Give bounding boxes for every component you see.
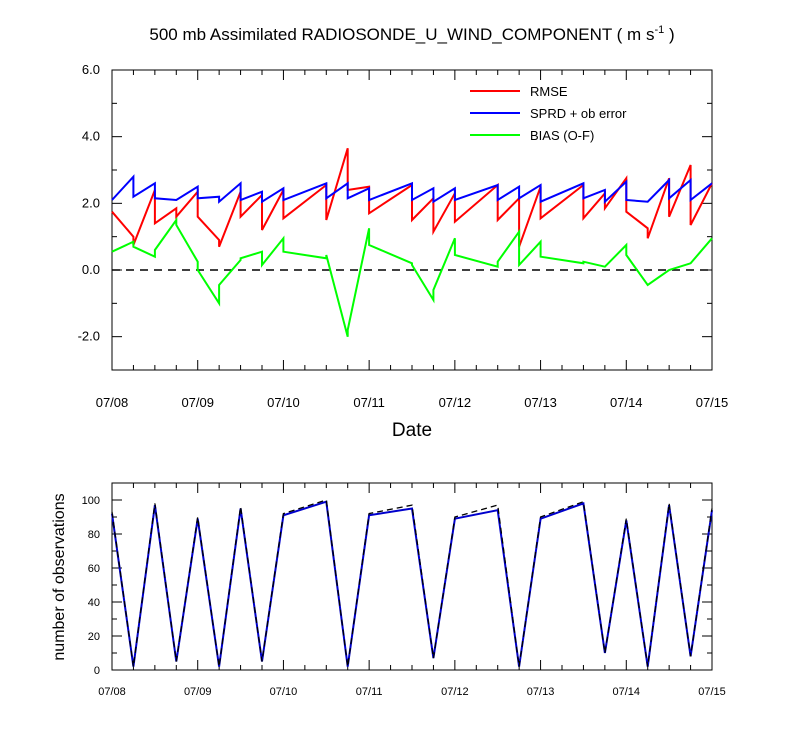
series-line-bias-o-f	[111, 216, 713, 337]
x-tick-label: 07/11	[356, 686, 383, 698]
y-tick-label: 6.0	[82, 62, 100, 77]
x-axis-title: Date	[392, 420, 432, 441]
bottom-y-axis-title: number of observations	[51, 493, 68, 660]
x-tick-label: 07/14	[613, 686, 641, 698]
series-line-observations	[111, 500, 713, 667]
y-tick-label: 4.0	[82, 129, 100, 144]
legend-bias-label: BIAS (O-F)	[530, 128, 594, 143]
legend: RMSE SPRD + ob error BIAS (O-F)	[470, 84, 627, 143]
y-tick-label: 60	[88, 563, 100, 575]
bottom-axis-ticks: 07/08 07/09 07/10 07/11 07/12 07/13 07/14 07/15…	[82, 482, 726, 698]
title-superscript: -1	[654, 24, 664, 36]
x-tick-label: 07/08	[96, 395, 129, 410]
legend-rmse-label: RMSE	[530, 84, 568, 99]
y-tick-label: 40	[88, 597, 100, 609]
y-tick-label: 0.0	[82, 262, 100, 277]
x-tick-label: 07/11	[353, 395, 385, 410]
y-tick-label: 80	[88, 529, 100, 541]
x-tick-label: 07/15	[698, 686, 726, 698]
x-tick-label: 07/09	[181, 395, 214, 410]
x-tick-label: 07/15	[696, 395, 729, 410]
y-tick-label: 2.0	[82, 195, 100, 210]
bottom-series-group	[111, 499, 713, 667]
title-end: )	[664, 25, 674, 44]
x-tick-label: 07/13	[527, 686, 555, 698]
top-series-group	[111, 148, 713, 337]
series-line-sprd-ob-error	[111, 174, 713, 205]
x-tick-label: 07/08	[98, 686, 126, 698]
x-tick-label: 07/10	[267, 395, 300, 410]
series-line-observations-dashed	[111, 499, 713, 667]
top-axis-ticks: 07/08 07/09 07/10 07/11 07/12 07/13 07/14 07/15…	[78, 62, 729, 410]
chart-title: 500 mb Assimilated RADIOSONDE_U_WIND_COM…	[149, 24, 674, 44]
x-tick-label: 07/13	[524, 395, 557, 410]
x-tick-label: 07/10	[270, 686, 298, 698]
x-tick-label: 07/12	[441, 686, 469, 698]
legend-sprd-label: SPRD + ob error	[530, 106, 627, 121]
x-tick-label: 07/12	[439, 395, 472, 410]
y-tick-label: 20	[88, 631, 100, 643]
x-tick-label: 07/09	[184, 686, 212, 698]
y-tick-label: -2.0	[78, 329, 100, 344]
y-tick-label: 100	[82, 495, 100, 507]
x-tick-label: 07/14	[610, 395, 643, 410]
y-tick-label: 0	[94, 665, 100, 677]
